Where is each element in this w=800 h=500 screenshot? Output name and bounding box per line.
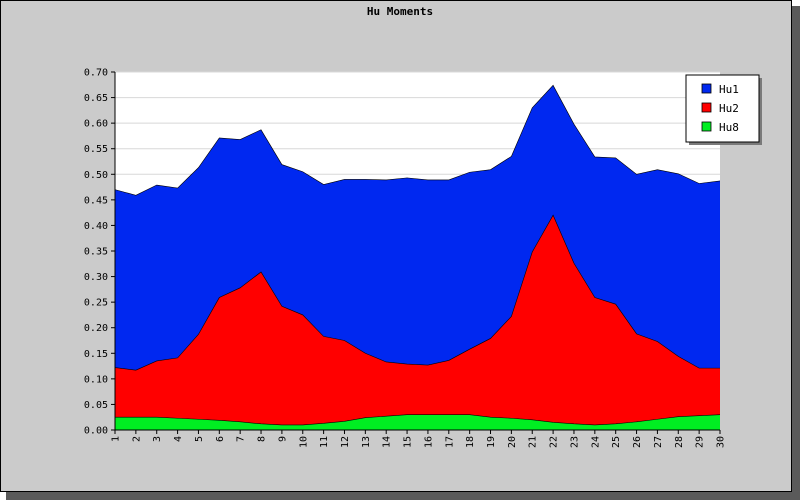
x-tick-label-23: 24 xyxy=(590,436,601,448)
y-tick-label-5: 0.25 xyxy=(84,298,108,309)
x-tick-label-3: 4 xyxy=(173,436,184,442)
x-tick-label-25: 26 xyxy=(632,436,643,448)
x-tick-label-22: 23 xyxy=(569,436,580,448)
legend-swatch-hu2 xyxy=(701,102,712,113)
x-tick-label-16: 17 xyxy=(444,436,455,448)
y-tick-label-12: 0.60 xyxy=(84,119,108,130)
y-tick-label-13: 0.65 xyxy=(84,93,108,104)
x-tick-label-11: 12 xyxy=(340,436,351,448)
legend-label-hu1: Hu1 xyxy=(719,83,739,96)
x-tick-label-27: 28 xyxy=(674,436,685,448)
area-hu2 xyxy=(115,215,720,425)
x-tick-label-28: 29 xyxy=(695,436,706,448)
x-tick-label-5: 6 xyxy=(215,436,226,442)
x-tick-label-6: 7 xyxy=(236,436,247,442)
y-tick-label-10: 0.50 xyxy=(84,170,108,181)
x-tick-label-13: 14 xyxy=(382,436,393,448)
x-tick-label-21: 22 xyxy=(549,436,560,448)
x-tick-label-20: 21 xyxy=(528,436,539,448)
y-axis-ticks: 0.00 0.05 0.10 0.15 0.20 0.25 0.30 0.35 0.40 0.45… xyxy=(84,68,115,437)
x-tick-label-26: 27 xyxy=(653,436,664,448)
x-tick-label-8: 9 xyxy=(277,436,288,442)
y-tick-label-1: 0.05 xyxy=(84,400,108,411)
y-tick-label-8: 0.40 xyxy=(84,221,108,232)
x-tick-label-2: 3 xyxy=(152,436,163,442)
x-tick-label-10: 11 xyxy=(319,436,330,448)
x-tick-label-0: 1 xyxy=(111,436,122,442)
x-tick-label-29: 30 xyxy=(716,436,727,448)
x-tick-label-7: 8 xyxy=(257,436,268,442)
legend-box xyxy=(685,74,760,143)
x-tick-label-14: 15 xyxy=(403,436,414,448)
y-tick-label-3: 0.15 xyxy=(84,349,108,360)
chart-title: Hu Moments xyxy=(367,5,433,18)
legend-swatch-hu8 xyxy=(701,121,712,132)
legend-label-hu2: Hu2 xyxy=(719,102,739,115)
x-axis-ticks: 1 2 3 4 5 6 7 8 9 10 11 12 13 14 15 16 17 18 19 20 21 22 23 24 2… xyxy=(111,430,727,448)
x-tick-label-18: 19 xyxy=(486,436,497,448)
y-tick-label-14: 0.70 xyxy=(84,68,108,79)
legend-label-hu8: Hu8 xyxy=(719,121,739,134)
line-hu2 xyxy=(114,214,720,371)
frame-shadow-right xyxy=(792,6,800,500)
frame-shadow-bottom xyxy=(6,492,800,500)
x-tick-label-4: 5 xyxy=(194,436,205,442)
x-tick-label-1: 2 xyxy=(131,436,142,442)
x-tick-label-15: 16 xyxy=(423,436,434,448)
x-tick-label-9: 10 xyxy=(298,436,309,448)
line-hu8 xyxy=(115,414,721,426)
line-hu1 xyxy=(114,84,721,196)
y-tick-label-4: 0.20 xyxy=(84,323,108,334)
area-hu1 xyxy=(115,85,720,371)
y-tick-label-2: 0.10 xyxy=(84,374,108,385)
x-tick-label-17: 18 xyxy=(465,436,476,448)
y-tick-label-11: 0.55 xyxy=(84,144,108,155)
y-tick-label-6: 0.30 xyxy=(84,272,108,283)
area-series xyxy=(114,84,721,430)
y-tick-label-9: 0.45 xyxy=(84,195,108,206)
legend: Hu1 Hu2 Hu8 xyxy=(685,74,762,145)
x-tick-label-12: 13 xyxy=(361,436,372,448)
x-tick-label-24: 25 xyxy=(611,436,622,448)
area-hu8 xyxy=(115,414,720,430)
legend-swatch-hu1 xyxy=(701,83,712,94)
y-tick-label-7: 0.35 xyxy=(84,247,108,258)
x-tick-label-19: 20 xyxy=(507,436,518,448)
y-tick-label-0: 0.00 xyxy=(84,426,108,437)
